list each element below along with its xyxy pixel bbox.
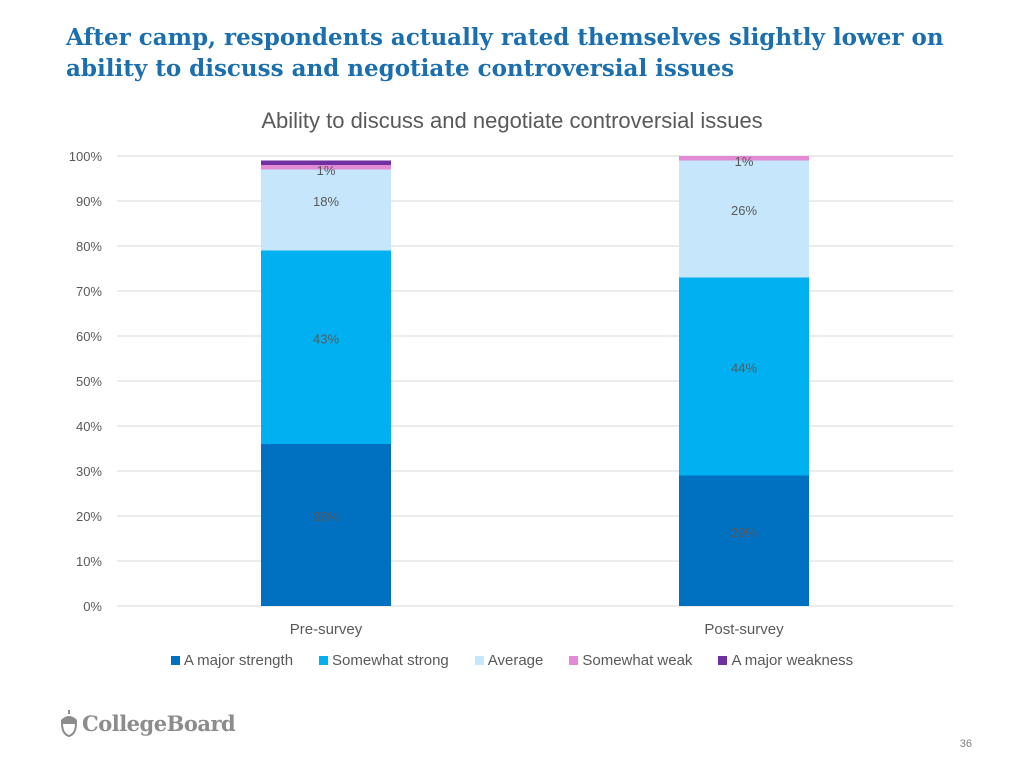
- data-label: 29%: [731, 525, 757, 540]
- x-tick-label: Post-survey: [704, 621, 784, 638]
- bar-segment: [261, 444, 391, 606]
- bar-segment: [679, 160, 809, 278]
- data-label: 1%: [735, 154, 754, 169]
- legend-swatch: [319, 656, 329, 665]
- y-tick-label: 10%: [76, 554, 102, 569]
- y-tick-label: 0%: [83, 599, 102, 614]
- bar-segment: [261, 165, 391, 170]
- chart-title: Ability to discuss and negotiate controv…: [261, 108, 763, 133]
- y-tick-label: 90%: [76, 194, 102, 209]
- legend-item: Somewhat weak: [569, 652, 692, 669]
- y-tick-label: 50%: [76, 374, 102, 389]
- data-label: 43%: [313, 331, 339, 346]
- y-tick-label: 30%: [76, 464, 102, 479]
- legend-item: Average: [474, 652, 544, 669]
- data-label: 44%: [731, 361, 757, 376]
- legend-label: Average: [487, 652, 544, 669]
- y-tick-label: 20%: [76, 509, 102, 524]
- bar-segment: [679, 156, 809, 161]
- legend-item: Somewhat strong: [319, 652, 449, 669]
- legend-label: A major weakness: [731, 652, 854, 669]
- bar-segment: [261, 169, 391, 251]
- legend-item: A major strength: [170, 652, 294, 669]
- legend-label: A major strength: [183, 652, 294, 669]
- legend-swatch: [569, 656, 579, 665]
- y-tick-label: 100%: [69, 149, 103, 164]
- y-tick-label: 60%: [76, 329, 102, 344]
- legend-label: Somewhat weak: [582, 652, 693, 669]
- collegeboard-logo: CollegeBoard: [58, 708, 236, 738]
- bar-segment: [679, 277, 809, 476]
- bar-segment: [261, 160, 391, 165]
- data-label: 26%: [731, 203, 757, 218]
- acorn-icon: [60, 710, 78, 738]
- chart-legend: A major strength Somewhat strong Average So…: [0, 652, 1024, 669]
- y-tick-label: 80%: [76, 239, 102, 254]
- legend-label: Somewhat strong: [332, 652, 449, 669]
- legend-swatch: [474, 656, 484, 665]
- logo-text: CollegeBoard: [82, 710, 236, 736]
- bar-segment: [679, 475, 809, 606]
- legend-item: A major weakness: [718, 652, 853, 669]
- legend-swatch: [718, 656, 728, 665]
- data-label: 36%: [313, 509, 339, 524]
- y-tick-label: 40%: [76, 419, 102, 434]
- slide-title: After camp, respondents actually rated t…: [66, 24, 944, 82]
- data-label: 18%: [313, 194, 339, 209]
- y-tick-label: 70%: [76, 284, 102, 299]
- page-number: 36: [959, 738, 972, 750]
- legend-swatch: [170, 656, 180, 665]
- bar-segment: [261, 250, 391, 444]
- x-tick-label: Pre-survey: [290, 621, 363, 638]
- data-label: 1%: [317, 163, 336, 178]
